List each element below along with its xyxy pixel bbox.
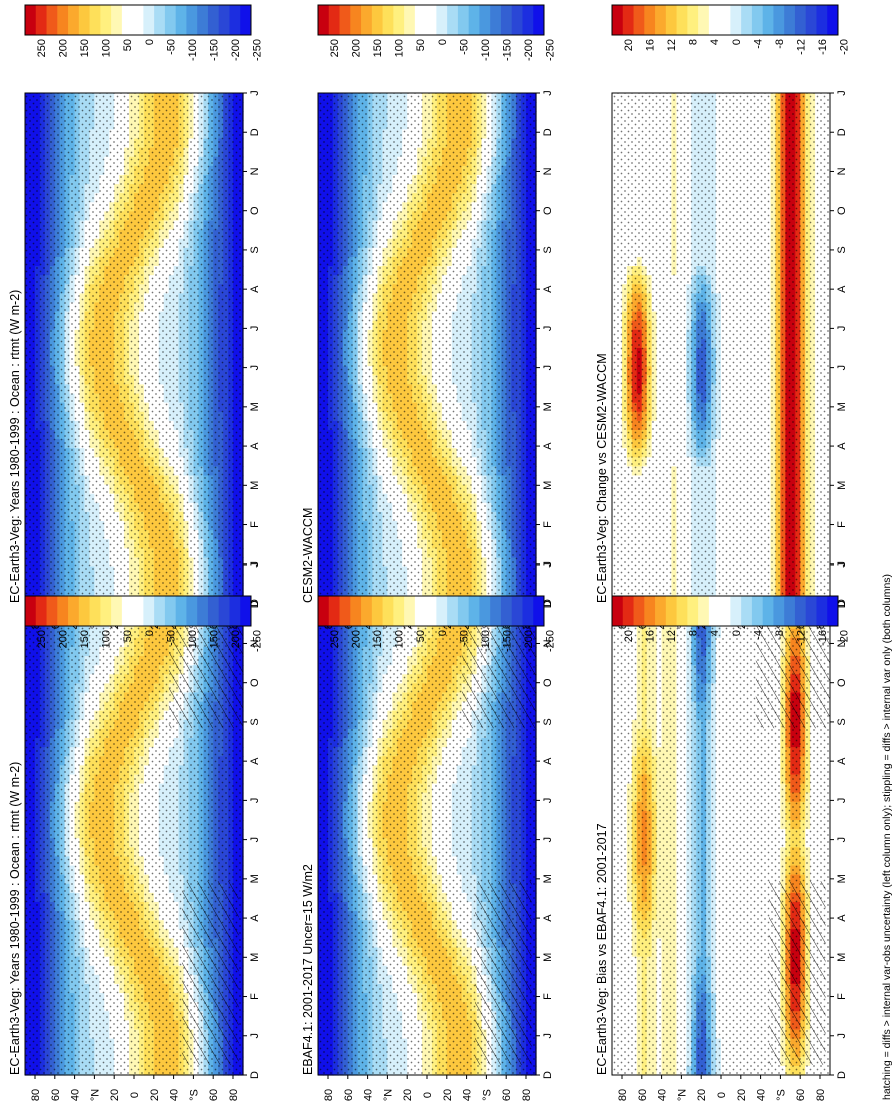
lat-tick-label: 80: [228, 1089, 240, 1101]
month-tick-label: D: [249, 1071, 261, 1079]
month-tick-label: O: [249, 678, 261, 687]
panel-title: EC-Earth3-Veg: Years 1980-1999 : Ocean :…: [8, 762, 22, 1075]
lat-tick-label: 80: [30, 1089, 42, 1101]
lat-tick-label: 60: [50, 1089, 62, 1101]
hatching-overlay: [182, 881, 239, 1065]
month-tick-label: S: [249, 718, 261, 725]
panel-tr-top: 806040°N2002040°S6080DJFMAMJJASONDJEC-Ea…: [8, 90, 261, 629]
month-tick-label: A: [249, 757, 261, 765]
lat-tick-label: °S: [188, 1089, 200, 1101]
month-tick-label: F: [249, 993, 261, 1000]
lat-tick-label: °N: [89, 1089, 101, 1101]
stippling-overlay: [25, 93, 243, 603]
month-tick-label: A: [249, 914, 261, 922]
lat-tick-label: 20: [149, 1089, 161, 1101]
month-tick-label: J: [249, 1033, 261, 1039]
month-tick-label: J: [249, 798, 261, 804]
lat-tick-label: 0: [129, 1092, 141, 1098]
lat-tick-label: 60: [208, 1089, 220, 1101]
lat-tick-label: 40: [70, 1089, 82, 1101]
month-tick-label: J: [249, 837, 261, 843]
lat-tick-label: 20: [109, 1089, 121, 1101]
month-tick-label: M: [249, 874, 261, 883]
month-tick-label: M: [249, 953, 261, 962]
lat-tick-label: 40: [169, 1089, 181, 1101]
